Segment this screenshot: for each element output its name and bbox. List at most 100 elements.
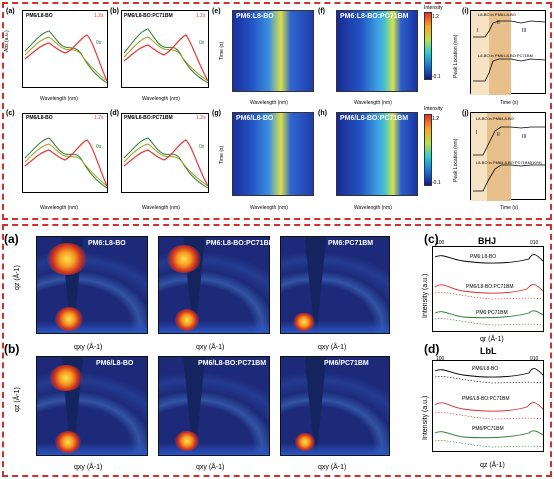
giwaxs-a1-title: PM6:L8-BO: [88, 240, 126, 247]
panel-g-title: PM6/L8-BO: [236, 115, 274, 122]
qxy-axis-label-a2: qxy (Å-1): [196, 344, 225, 351]
panel-d-title: PM6/L8-BO:PC71BM: [124, 115, 173, 121]
lbl-peak010: 010: [530, 356, 539, 362]
panel-c-legend-hi: 1.2s: [94, 115, 104, 121]
bhj-peak100: 100: [436, 240, 445, 246]
abs-plot-c: [22, 113, 108, 193]
panel-j-legend2: L8-BO in PM6/L8-BO:PC71BM(10%): [476, 160, 542, 165]
qz-axis-label-a: qz (Å-1): [14, 265, 21, 290]
abs-curves-a: [24, 30, 108, 84]
giwaxs-a3-title: PM6:PC71BM: [328, 240, 374, 247]
panel-a-legend-hi: 1.2s: [94, 13, 104, 19]
qxy-axis-label-a1: qxy (Å-1): [74, 344, 103, 351]
bhj-qr-label: qr (Å-1): [480, 336, 504, 343]
lbl-curve-1: PM6/L8-BO: [472, 366, 499, 372]
giwaxs-b2: [158, 356, 270, 456]
abs-plot-b: [121, 10, 209, 88]
panel-c-legend-lo: 0s: [96, 144, 102, 150]
panel-h-title: PM6/L8-BO:PC71BM: [340, 115, 409, 122]
panel-f-letter: (f): [318, 8, 325, 15]
panel-c-title: PM6/L8-BO: [26, 115, 53, 121]
lbl-linecut-plot: [432, 360, 544, 452]
abs-plot-d: [121, 113, 209, 193]
panel-j-letter: (j): [462, 110, 469, 117]
wavelength-axis-label-d: Wavelength (nm): [142, 205, 180, 211]
stage-j-1: I: [476, 130, 478, 136]
panel-c-letter: (c): [6, 110, 15, 117]
colorbar-bottom: [424, 114, 432, 186]
time-map-e: [232, 10, 314, 92]
panel-b-legend-lo: 0s: [199, 40, 205, 46]
giwaxs-b3-title: PM6/PC71BM: [324, 360, 369, 367]
giwaxs-a2-title: PM6:L8-BO:PC71BM: [206, 240, 275, 247]
wavelength-axis-label-e: Wavelength (nm): [250, 100, 288, 106]
peak-plot-i: [470, 10, 546, 95]
bhj-curve-3: PM6:PC71BM: [476, 310, 508, 316]
giwaxs-b2-title: PM6/L8-BO:PC71BM: [198, 360, 267, 367]
abs-curves-b: [123, 28, 209, 84]
colorbar-top-title: Intensity: [424, 5, 443, 11]
panel-b-title: PM6/L8-BO:PC71BM: [124, 13, 173, 19]
panel-b-letter: (b): [110, 8, 119, 15]
row-b-letter: (b): [4, 342, 20, 356]
colorbar-top: [424, 12, 432, 80]
abs-axis-label-a: Abs (a.u.): [4, 30, 10, 52]
row-a-letter: (a): [4, 232, 19, 246]
peak-plot-j: [470, 112, 546, 201]
peak-axis-label-i: Peak Location (nm): [453, 34, 459, 78]
abs-curves-c: [24, 137, 108, 189]
lbl-title: LbL: [480, 346, 497, 356]
bhj-curve-2: PM6/L8-BO:PC71BM: [466, 284, 514, 290]
stage-i-1: I: [477, 28, 479, 34]
colorbar-bottom-title: Intensity: [424, 106, 443, 112]
stage-i-3: III: [522, 28, 527, 34]
panel-i-legend2: L8-BO in PM6:L8-BO:PC71BM: [478, 53, 533, 58]
peak-curves-j: [471, 113, 545, 201]
stage-i-2: II: [497, 20, 500, 26]
panel-g-letter: (g): [212, 110, 221, 117]
panel-a-legend-lo: 0s: [96, 40, 102, 46]
abs-plot-a: [22, 10, 108, 88]
panel-d-bottom-letter: (d): [424, 342, 440, 356]
abs-curves-d: [123, 137, 209, 189]
lbl-qz-label: qz (Å-1): [480, 462, 505, 469]
giwaxs-b1: [36, 356, 148, 456]
bhj-curve-1: PM6:L8-BO: [470, 254, 497, 260]
colorbar-top-min: -0.1: [432, 74, 441, 80]
stage-j-2: II: [497, 132, 500, 138]
panel-h-letter: (h): [318, 110, 327, 117]
stage-j-3: III: [522, 134, 527, 140]
giwaxs-b1-title: PM6/L8-BO: [96, 360, 134, 367]
lbl-curve-3: PM6/PC71BM: [472, 426, 504, 432]
panel-c-bottom-letter: (c): [424, 232, 439, 246]
panel-a-letter: (a): [6, 8, 15, 15]
colorbar-top-max: 1.2: [432, 14, 439, 20]
wavelength-axis-label-g: Wavelength (nm): [250, 205, 288, 211]
lbl-curves: [434, 368, 544, 448]
panel-i-letter: (i): [462, 8, 469, 15]
panel-b-legend-hi: 1.2s: [196, 13, 206, 19]
giwaxs-a2: [158, 236, 270, 334]
qz-axis-label-b: qz (Å-1): [14, 387, 21, 412]
time-map-g: [232, 112, 314, 196]
time-map-h: [336, 112, 418, 196]
panel-a-title: PM6/L8-BO: [26, 13, 53, 19]
wavelength-axis-label-a: Wavelength (nm): [40, 96, 78, 102]
panel-d-legend-lo: 0s: [199, 144, 205, 150]
bhj-peak010: 010: [530, 240, 539, 246]
peak-curves-i: [471, 11, 546, 95]
wavelength-axis-label-f: Wavelength (nm): [354, 100, 392, 106]
qxy-axis-label-b2: qxy (Å-1): [196, 464, 225, 471]
top-figure-frame: [2, 2, 552, 220]
qxy-axis-label-b1: qxy (Å-1): [74, 464, 103, 471]
lbl-intensity-label: Intensity (a.u.): [422, 395, 429, 440]
bottom-figure-frame: [2, 224, 552, 477]
wavelength-axis-label-b: Wavelength (nm): [142, 96, 180, 102]
colorbar-bottom-min: -0.1: [432, 180, 441, 186]
wavelength-axis-label-h: Wavelength (nm): [354, 205, 392, 211]
giwaxs-a1: [36, 236, 148, 334]
qxy-axis-label-b3: qxy (Å-1): [318, 464, 347, 471]
peak-axis-label-j: Peak Location (nm): [453, 138, 459, 182]
time-axis-label-e: Time (s): [219, 41, 225, 60]
bhj-intensity-label: Intensity (a.u.): [422, 273, 429, 318]
